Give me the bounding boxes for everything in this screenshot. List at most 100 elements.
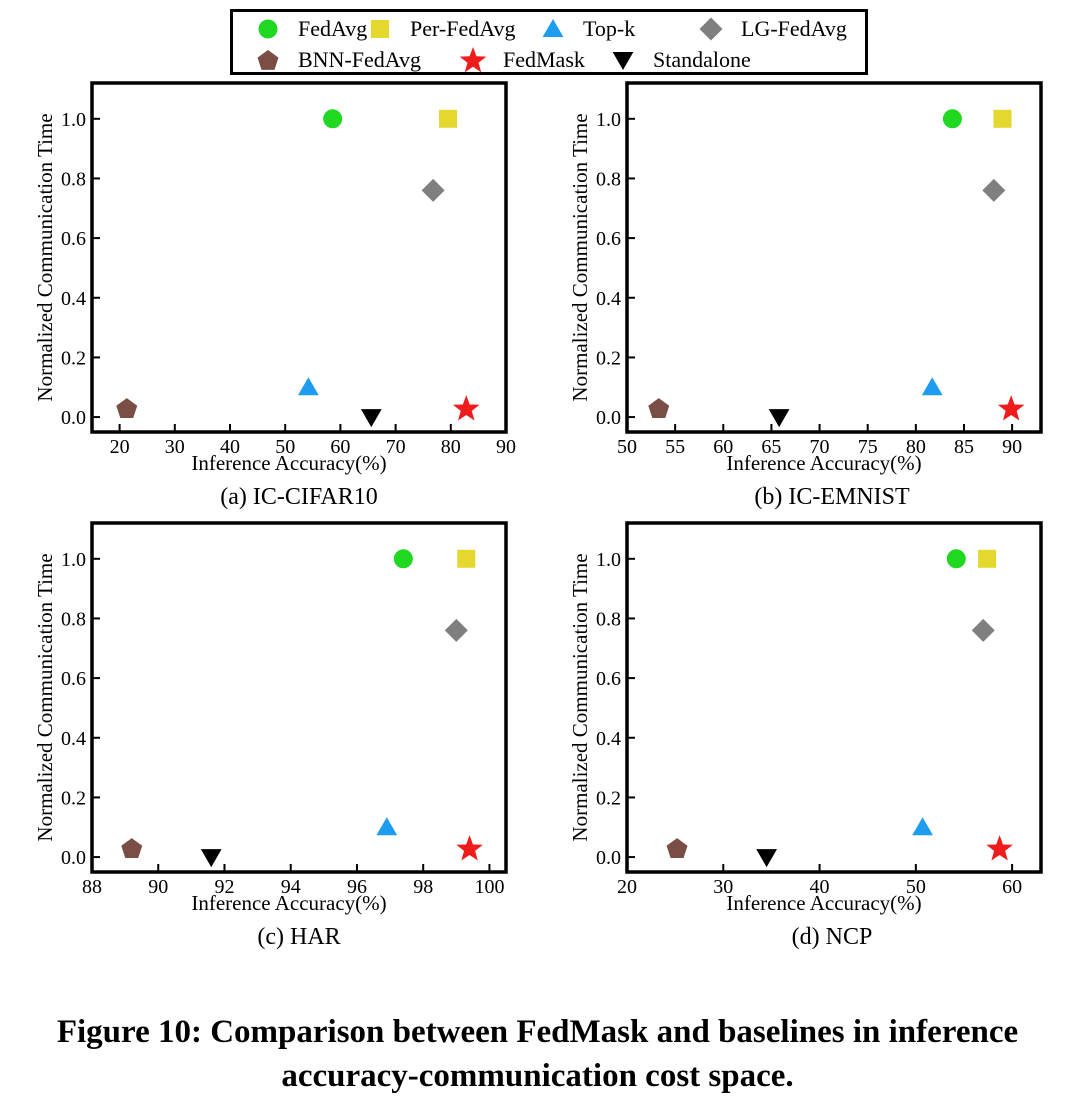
data-point-fedmask [456,835,483,861]
y-tick-label: 0.8 [61,168,86,190]
data-point-lg-fedavg [421,178,445,202]
data-point-bnn-fedavg [648,398,670,419]
legend-marker-per-fedavg [371,20,389,38]
x-tick-label: 98 [413,876,433,898]
figure-caption: Figure 10: Comparison between FedMask an… [56,1014,1019,1094]
x-tick-label: 40 [810,876,830,898]
data-point-lg-fedavg [971,618,995,642]
scatter-plot-har: 0.0 0.2 0.4 0.6 0.8 1.0 88 90 92 94 96 98 100 Inferen… [33,521,508,915]
y-tick-label: 0.2 [596,787,621,809]
y-tick-label: 0.2 [61,787,86,809]
x-tick-label: 70 [386,436,406,458]
data-point-fedmask [452,395,480,421]
data-point-standalone [360,409,382,428]
x-tick-label: 90 [496,436,516,458]
y-tick-label: 0.6 [61,228,86,250]
chart-legend: FedAvg Per-FedAvg Top-k LG-FedAvg BNN-FedAvg… [230,9,868,75]
plot-frame [625,521,1043,874]
data-point-bnn-fedavg [121,838,143,859]
legend-marker-fedavg [258,19,278,39]
x-tick-label: 60 [713,436,733,458]
subcaption-a: (a) IC-CIFAR10 [220,484,378,510]
x-tick-label: 94 [281,876,301,898]
data-point-fedmask [986,835,1013,861]
data-point-fedavg [946,549,966,569]
x-tick-label: 30 [165,436,185,458]
x-tick-label: 40 [220,436,240,458]
y-tick-label: 0.4 [596,728,621,750]
data-point-standalone [756,849,777,868]
legend-graphic: FedAvg Per-FedAvg Top-k LG-FedAvg BNN-FedAvg… [257,16,847,73]
y-tick-label: 0.0 [61,847,86,869]
y-tick-label: 1.0 [61,109,86,131]
scatter-plot-ic-emnist: 0.0 0.2 0.4 0.6 0.8 1.0 50 55 60 65 70 75 80 85 90 Infe… [568,81,1043,475]
y-tick-label: 1.0 [596,109,621,131]
legend-marker-fedmask [459,47,487,73]
data-point-lg-fedavg [982,178,1006,202]
x-tick-label: 20 [617,876,637,898]
y-tick-label: 0.0 [596,407,621,429]
data-point-lg-fedavg [444,618,468,642]
x-tick-label: 80 [906,436,926,458]
legend-marker-standalone [612,52,634,70]
x-axis-label: Inference Accuracy(%) [191,451,386,475]
x-axis-label: Inference Accuracy(%) [726,451,921,475]
y-tick-label: 0.6 [596,228,621,250]
x-tick-label: 90 [148,876,168,898]
data-point-fedmask [997,395,1025,421]
x-tick-label: 90 [1002,436,1022,458]
legend-label-lg-fedavg: LG-FedAvg [741,16,847,41]
scatter-plot-ncp: 0.0 0.2 0.4 0.6 0.8 1.0 20 30 40 50 60 Inference Ac… [568,521,1043,915]
data-point-bnn-fedavg [116,398,138,419]
x-tick-label: 50 [906,876,926,898]
data-point-standalone [200,849,222,868]
x-tick-label: 20 [110,436,130,458]
x-axis-label: Inference Accuracy(%) [191,891,386,915]
x-tick-label: 60 [1002,876,1022,898]
legend-marker-lg-fedavg [699,17,723,41]
plot-frame [625,81,1043,434]
plot-frame [90,521,508,874]
data-point-bnn-fedavg [666,838,688,859]
data-point-top-k [297,377,319,396]
plot-frame [90,81,508,434]
legend-label-per-fedavg: Per-FedAvg [410,16,515,41]
x-tick-label: 80 [441,436,461,458]
legend-label-fedmask: FedMask [503,47,585,72]
x-tick-label: 96 [347,876,367,898]
data-point-fedavg [942,109,962,129]
y-tick-label: 0.2 [596,347,621,369]
x-tick-label: 55 [665,436,685,458]
legend-label-fedavg: FedAvg [298,16,367,41]
y-tick-label: 0.6 [61,668,86,690]
scatter-plot-ic-cifar10: 0.0 0.2 0.4 0.6 0.8 1.0 20 30 40 50 60 70 80 90 Infere… [33,81,516,475]
data-point-top-k [376,817,398,836]
chart-panel-ncp: 0.0 0.2 0.4 0.6 0.8 1.0 20 30 40 50 60 Inference Ac… [535,510,1075,915]
y-tick-label: 0.4 [596,288,621,310]
y-tick-label: 0.8 [596,168,621,190]
y-tick-label: 0.0 [596,847,621,869]
y-tick-label: 0.2 [61,347,86,369]
data-point-per-fedavg [457,549,476,568]
legend-label-standalone: Standalone [653,47,751,72]
y-tick-label: 1.0 [61,549,86,571]
x-tick-label: 88 [82,876,102,898]
data-point-per-fedavg [993,109,1012,128]
x-tick-label: 30 [713,876,733,898]
x-tick-label: 92 [214,876,234,898]
y-tick-label: 0.4 [61,728,86,750]
chart-panel-har: 0.0 0.2 0.4 0.6 0.8 1.0 88 90 92 94 96 98 100 Inferen… [0,510,540,915]
x-tick-label: 70 [810,436,830,458]
x-tick-label: 100 [474,876,504,898]
x-tick-label: 85 [954,436,974,458]
legend-label-bnn-fedavg: BNN-FedAvg [298,47,421,72]
y-tick-label: 0.8 [61,608,86,630]
y-tick-label: 0.0 [61,407,86,429]
legend-marker-bnn-fedavg [257,50,279,70]
data-point-top-k [912,817,933,836]
y-axis-label: Normalized Communication Time [568,113,592,401]
y-tick-label: 0.4 [61,288,86,310]
subcaption-d: (d) NCP [791,924,873,950]
x-tick-label: 50 [617,436,637,458]
chart-panel-ic-cifar10: 0.0 0.2 0.4 0.6 0.8 1.0 20 30 40 50 60 70 80 90 Infere… [0,70,540,475]
